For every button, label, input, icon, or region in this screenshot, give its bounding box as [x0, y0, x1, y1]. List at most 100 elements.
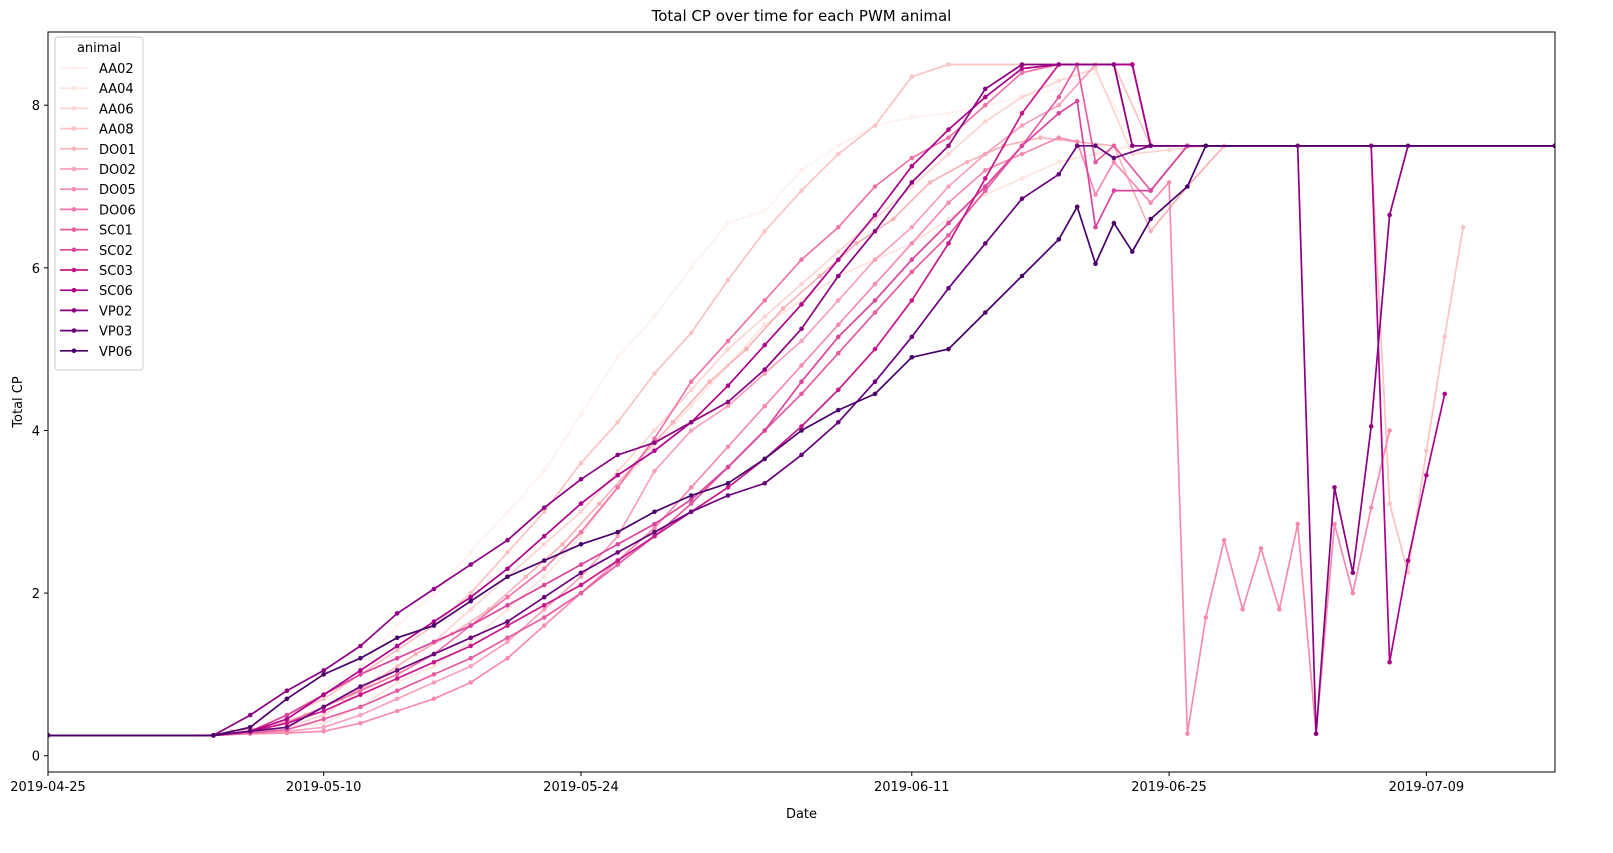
data-point-VP03 [1093, 143, 1098, 149]
legend-item-AA08: AA08 [60, 123, 134, 138]
data-point-SC01 [983, 188, 988, 193]
data-point-DO06 [872, 184, 878, 189]
data-point-SC06 [652, 448, 657, 454]
data-point-DO06 [652, 436, 657, 441]
series-line-AA06 [48, 67, 1555, 737]
data-point-DO05 [946, 200, 951, 206]
data-point-SC01 [431, 672, 437, 677]
data-point-VP06 [1203, 143, 1209, 149]
data-point-VP02 [505, 537, 510, 543]
data-point-AA08 [578, 460, 584, 466]
data-point-SC01 [1111, 143, 1117, 149]
x-tick-label: 2019-07-09 [1389, 780, 1465, 795]
data-point-AA06 [321, 712, 327, 718]
data-point-AA02 [468, 550, 474, 555]
data-point-DO06 [394, 672, 400, 677]
legend-label: VP03 [99, 325, 132, 340]
data-point-SC01 [321, 716, 327, 722]
data-point-DO05 [1350, 590, 1356, 596]
y-tick-label: 2 [32, 587, 40, 602]
data-point-VP02 [358, 643, 363, 649]
data-point-AA06 [725, 346, 731, 352]
data-point-SC03 [541, 603, 547, 608]
data-point-VP06 [836, 407, 841, 413]
legend-label: AA08 [99, 123, 134, 138]
data-point-DO05 [321, 729, 327, 734]
data-point-SC03 [358, 692, 363, 697]
data-point-VP02 [1368, 424, 1374, 429]
data-point-VP03 [468, 635, 474, 641]
series-line-SC06 [48, 63, 1446, 737]
data-point-AA02 [394, 623, 400, 628]
data-point-VP02 [688, 420, 694, 425]
data-point-AA06 [762, 314, 767, 319]
data-point-SC01 [358, 704, 363, 710]
legend-marker [71, 186, 77, 192]
data-point-VP02 [836, 273, 841, 279]
data-point-SC03 [468, 643, 474, 649]
data-point-VP03 [909, 334, 915, 340]
data-point-DO05 [1277, 607, 1282, 612]
data-point-SC02 [1019, 143, 1025, 149]
data-point-SC02 [615, 542, 620, 547]
legend-marker [71, 166, 77, 172]
data-point-SC01 [541, 615, 547, 620]
data-point-VP02 [946, 143, 951, 149]
series-line-VP06 [48, 144, 1555, 737]
data-point-SC06 [1019, 66, 1025, 71]
data-point-VP02 [578, 477, 584, 482]
data-point-DO05 [431, 696, 437, 702]
data-point-DO02 [909, 224, 915, 230]
data-point-AA02 [431, 590, 437, 596]
data-point-VP02 [541, 505, 547, 511]
data-point-DO05 [1221, 537, 1227, 543]
legend-label: DO05 [99, 183, 136, 198]
data-point-VP06 [211, 733, 216, 738]
data-point-SC02 [1148, 188, 1153, 193]
x-axis-label: Date [786, 807, 817, 822]
data-point-DO02 [541, 607, 547, 612]
data-point-SC03 [284, 720, 290, 726]
legend-item-VP03: VP03 [60, 325, 132, 340]
data-point-VP06 [541, 558, 547, 563]
legend-marker [71, 308, 77, 313]
data-point-VP03 [505, 619, 510, 624]
data-point-DO02 [762, 371, 767, 376]
data-point-SC03 [578, 582, 584, 588]
data-point-DO01 [927, 180, 933, 185]
data-point-SC03 [836, 387, 841, 393]
data-point-DO01 [817, 273, 823, 279]
data-point-VP06 [1148, 216, 1153, 222]
legend-marker [71, 247, 77, 253]
data-point-VP02 [615, 452, 620, 458]
legend-marker [71, 65, 77, 71]
legend-item-AA04: AA04 [60, 82, 134, 97]
data-point-SC06 [909, 163, 915, 169]
data-point-SC06 [468, 594, 474, 600]
data-point-SC06 [505, 566, 510, 571]
data-point-AA02 [909, 115, 915, 120]
legend-label: SC02 [99, 244, 133, 259]
legend-item-AA06: AA06 [60, 102, 134, 117]
data-point-AA04 [983, 192, 988, 197]
data-point-AA08 [836, 151, 841, 157]
data-point-SC01 [394, 688, 400, 693]
plot-frame [47, 31, 1556, 773]
series-SC06 [48, 62, 1447, 738]
data-point-VP02 [909, 180, 915, 185]
data-point-SC06 [1130, 62, 1135, 67]
series-line-DO05 [48, 136, 1391, 737]
legend-item-DO06: DO06 [60, 203, 136, 218]
y-tick-label: 6 [32, 262, 40, 277]
series-AA06 [48, 66, 1555, 738]
data-point-SC02 [652, 521, 657, 527]
data-point-AA08 [799, 188, 804, 193]
data-point-VP03 [615, 550, 620, 555]
data-point-AA02 [615, 355, 620, 360]
data-point-SC01 [872, 310, 878, 315]
series-line-SC03 [48, 63, 1555, 737]
data-point-DO02 [468, 664, 474, 669]
data-point-DO02 [652, 468, 657, 474]
data-point-VP02 [468, 562, 474, 567]
data-point-DO05 [1074, 139, 1080, 145]
